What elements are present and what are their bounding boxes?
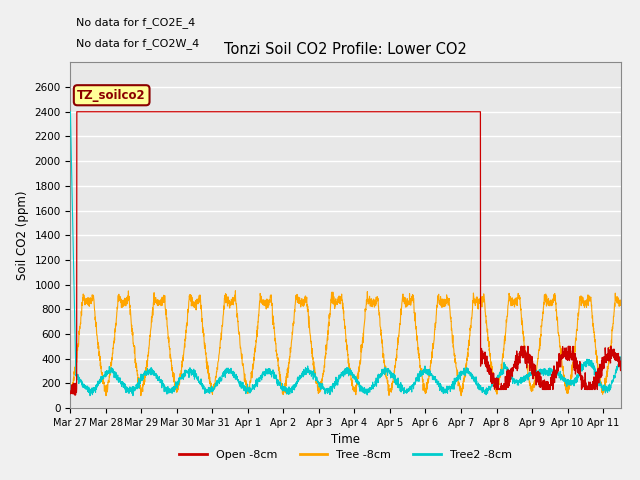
- Title: Tonzi Soil CO2 Profile: Lower CO2: Tonzi Soil CO2 Profile: Lower CO2: [224, 42, 467, 57]
- Legend: Open -8cm, Tree -8cm, Tree2 -8cm: Open -8cm, Tree -8cm, Tree2 -8cm: [175, 446, 516, 465]
- X-axis label: Time: Time: [331, 433, 360, 446]
- Y-axis label: Soil CO2 (ppm): Soil CO2 (ppm): [16, 191, 29, 280]
- Text: No data for f_CO2E_4: No data for f_CO2E_4: [76, 17, 195, 28]
- Text: TZ_soilco2: TZ_soilco2: [77, 89, 146, 102]
- Text: No data for f_CO2W_4: No data for f_CO2W_4: [76, 38, 199, 49]
